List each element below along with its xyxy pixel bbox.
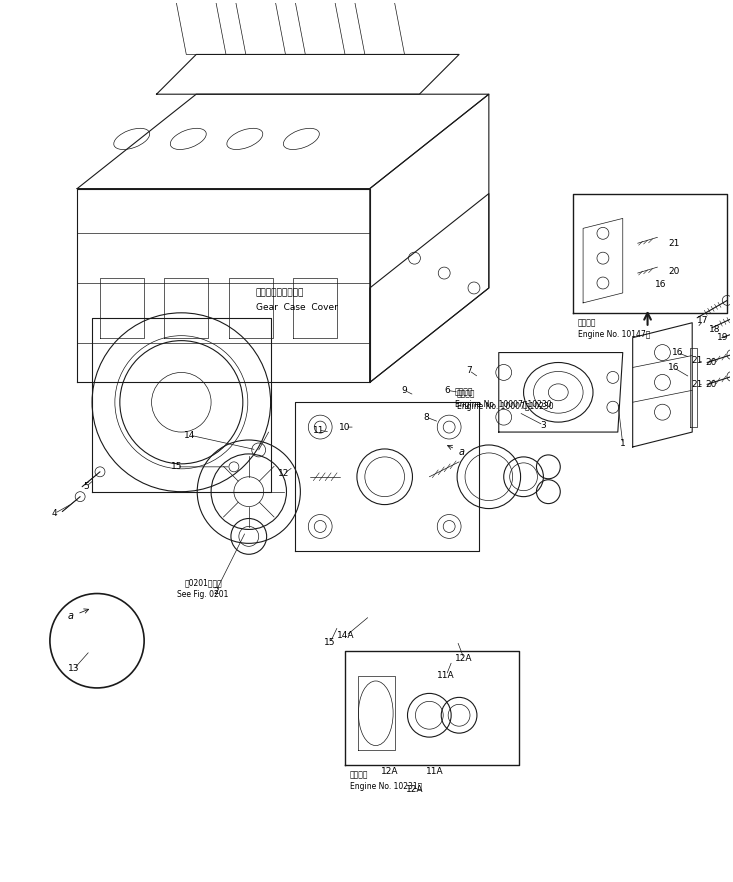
Text: 12A: 12A [455,654,473,663]
Text: 8: 8 [424,413,430,422]
Text: 適用号機: 適用号機 [457,390,476,399]
Text: ギヤーケースカバー: ギヤーケースカバー [256,288,304,297]
Text: Engine No. 10231～: Engine No. 10231～ [350,782,422,791]
Text: 2: 2 [213,587,219,595]
Text: 18: 18 [710,325,721,334]
Text: Engine No. 10007～10230: Engine No. 10007～10230 [457,401,553,411]
Text: Engine No. 10007～10230: Engine No. 10007～10230 [455,400,552,408]
Text: 12A: 12A [405,785,423,795]
Text: See Fig. 0201: See Fig. 0201 [177,589,229,599]
Text: 12: 12 [278,469,290,478]
Text: 21: 21 [668,239,680,248]
Text: 1: 1 [620,439,626,448]
Text: a: a [459,447,465,457]
Text: 5: 5 [84,482,89,491]
Text: 15: 15 [325,639,336,647]
Text: 16: 16 [668,363,679,372]
Text: 17: 17 [697,317,709,325]
Text: 6: 6 [444,385,450,395]
Text: 12A: 12A [381,767,399,776]
Text: 適用号機: 適用号機 [578,318,597,327]
Text: 3: 3 [540,421,546,430]
Text: 20: 20 [668,266,680,275]
Text: 10: 10 [339,422,351,431]
Text: 16: 16 [671,348,683,357]
Text: a: a [67,611,73,621]
Text: 適用号機: 適用号機 [455,388,474,397]
Text: Gear  Case  Cover: Gear Case Cover [256,303,338,312]
Text: 13: 13 [68,664,80,673]
Text: 14: 14 [183,430,195,439]
Text: 9: 9 [402,385,408,395]
Text: 19: 19 [717,333,729,342]
Text: 4: 4 [51,509,57,518]
Text: 第0201図参照: 第0201図参照 [184,579,222,587]
Text: 20: 20 [705,358,717,367]
Text: 14A: 14A [337,632,355,640]
Text: 11: 11 [312,426,324,435]
Text: 適用号機: 適用号機 [350,770,369,780]
Text: 21: 21 [691,380,703,389]
Text: 16: 16 [655,280,666,289]
Text: 7: 7 [466,366,472,375]
Text: 11A: 11A [438,671,455,680]
Text: 11A: 11A [425,767,443,776]
Text: 21: 21 [691,356,703,365]
Text: Engine No. 10147～: Engine No. 10147～ [578,330,650,340]
Text: 20: 20 [705,380,717,389]
Text: 15: 15 [171,462,182,471]
